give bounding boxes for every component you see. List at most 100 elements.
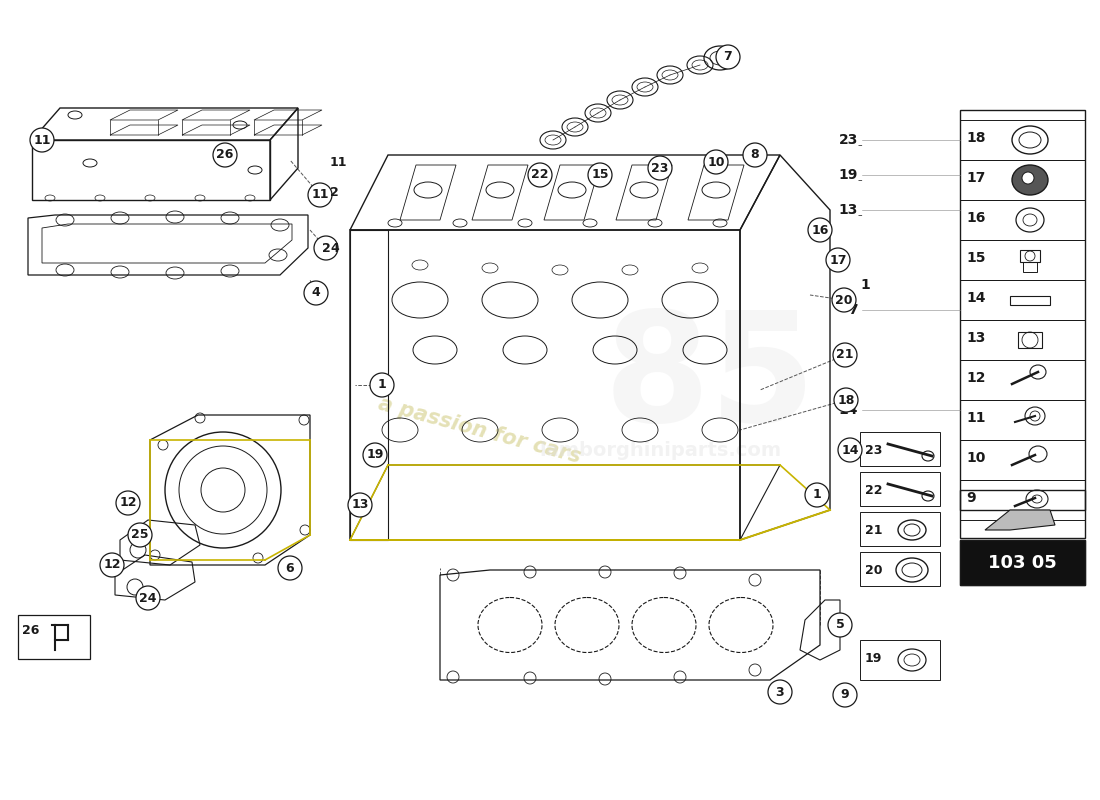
Text: 5: 5: [836, 618, 845, 631]
Circle shape: [363, 443, 387, 467]
Text: 14: 14: [838, 403, 858, 417]
Bar: [960, 240, 1085, 280]
Text: 1: 1: [813, 489, 822, 502]
Text: 1: 1: [377, 378, 386, 391]
Bar: [960, 360, 1085, 400]
Circle shape: [716, 45, 740, 69]
Bar: [960, 400, 1085, 440]
Text: 4: 4: [311, 286, 320, 299]
Circle shape: [136, 586, 160, 610]
Text: 19: 19: [366, 449, 384, 462]
Text: 6: 6: [286, 562, 295, 574]
Text: 22: 22: [531, 169, 549, 182]
Text: 11: 11: [966, 411, 986, 425]
Text: 21: 21: [836, 349, 854, 362]
Bar: [860, 512, 940, 546]
Bar: [960, 540, 1085, 585]
Text: a passion for cars: a passion for cars: [376, 394, 583, 466]
Circle shape: [308, 183, 332, 207]
Circle shape: [314, 236, 338, 260]
Text: 10: 10: [966, 451, 986, 465]
Text: 14: 14: [842, 443, 859, 457]
Text: 85: 85: [604, 306, 816, 454]
Bar: [960, 110, 1085, 510]
Text: 26: 26: [217, 149, 233, 162]
Text: 15: 15: [966, 251, 986, 265]
Text: 1: 1: [860, 278, 870, 292]
Circle shape: [128, 523, 152, 547]
Circle shape: [704, 150, 728, 174]
Text: 12: 12: [103, 558, 121, 571]
Text: 7: 7: [848, 303, 858, 317]
Text: 14: 14: [966, 291, 986, 305]
Text: 22: 22: [865, 483, 882, 497]
Text: 9: 9: [840, 689, 849, 702]
Bar: [860, 472, 940, 506]
Circle shape: [370, 373, 394, 397]
Bar: [1020, 250, 1040, 262]
Text: 21: 21: [865, 523, 882, 537]
Text: 8: 8: [750, 149, 759, 162]
Circle shape: [828, 613, 852, 637]
Bar: [960, 540, 1085, 585]
Bar: [960, 200, 1085, 240]
Text: 19: 19: [865, 651, 882, 665]
Text: 16: 16: [966, 211, 986, 225]
Circle shape: [826, 248, 850, 272]
Bar: [960, 440, 1085, 480]
Text: 26: 26: [22, 623, 40, 637]
Circle shape: [768, 680, 792, 704]
Circle shape: [348, 493, 372, 517]
Text: 13: 13: [351, 498, 369, 511]
Text: 10: 10: [707, 155, 725, 169]
Text: 20: 20: [865, 563, 882, 577]
Text: 103 05: 103 05: [988, 554, 1057, 572]
Text: 19: 19: [838, 168, 858, 182]
Circle shape: [588, 163, 612, 187]
Text: 13: 13: [838, 203, 858, 217]
Text: 4: 4: [330, 242, 339, 254]
Circle shape: [278, 556, 303, 580]
Text: 18: 18: [837, 394, 855, 406]
Bar: [1010, 296, 1050, 305]
Text: lamborghiniparts.com: lamborghiniparts.com: [539, 441, 781, 459]
Text: 24: 24: [140, 591, 156, 605]
Text: 16: 16: [812, 223, 828, 237]
Text: 3: 3: [776, 686, 784, 698]
Text: 23: 23: [838, 133, 858, 147]
Text: 11: 11: [311, 189, 329, 202]
Polygon shape: [984, 510, 1055, 530]
Circle shape: [832, 288, 856, 312]
Circle shape: [304, 281, 328, 305]
Circle shape: [834, 388, 858, 412]
Circle shape: [808, 218, 832, 242]
Text: 13: 13: [966, 331, 986, 345]
Circle shape: [742, 143, 767, 167]
Text: 9: 9: [966, 491, 976, 505]
Text: 2: 2: [330, 186, 339, 199]
Text: 25: 25: [131, 529, 149, 542]
Text: 23: 23: [651, 162, 669, 174]
Bar: [1018, 332, 1042, 348]
Text: 20: 20: [835, 294, 852, 306]
Text: 18: 18: [966, 131, 986, 145]
Text: 23: 23: [865, 443, 882, 457]
Bar: [960, 160, 1085, 200]
Bar: [18, 615, 90, 659]
Circle shape: [30, 128, 54, 152]
Bar: [960, 490, 1085, 538]
Circle shape: [833, 343, 857, 367]
Text: 15: 15: [592, 169, 608, 182]
Text: 17: 17: [966, 171, 986, 185]
Circle shape: [116, 491, 140, 515]
Circle shape: [213, 143, 236, 167]
Text: 2: 2: [321, 242, 330, 254]
Text: 17: 17: [829, 254, 847, 266]
Ellipse shape: [1012, 165, 1048, 195]
Text: 11: 11: [33, 134, 51, 146]
Text: 7: 7: [724, 50, 733, 63]
Text: 12: 12: [119, 497, 136, 510]
Circle shape: [648, 156, 672, 180]
Bar: [860, 640, 940, 680]
Bar: [860, 552, 940, 586]
